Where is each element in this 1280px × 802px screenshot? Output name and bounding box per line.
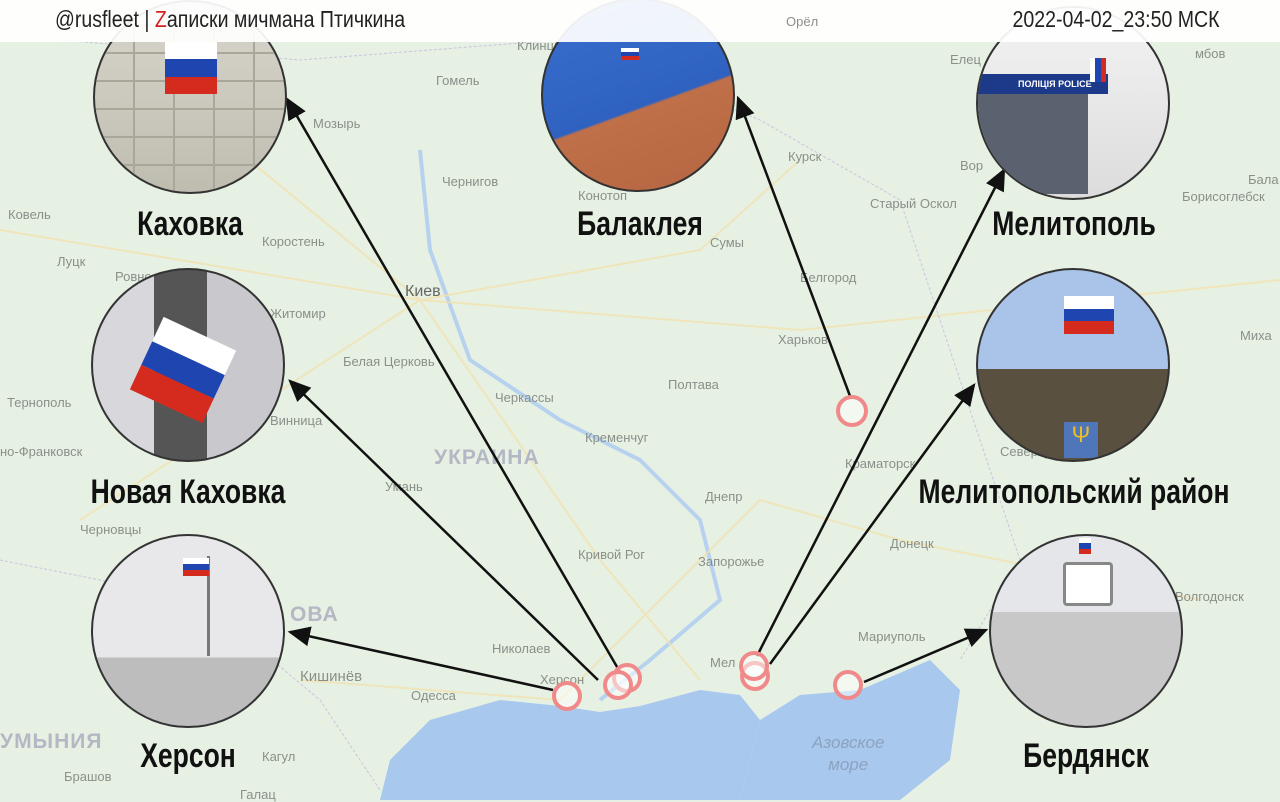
black-sea (380, 690, 760, 800)
country-label: УКРАИНА (434, 446, 540, 469)
city-label: Старый Оскол (870, 196, 957, 211)
city-label: мбов (1195, 46, 1226, 61)
russian-flag-icon (1079, 538, 1091, 554)
arrow-berdyansk (863, 628, 989, 684)
city-label: Борисоглебск (1182, 189, 1265, 204)
location-marker (739, 651, 769, 681)
channel-title: @rusfleet | Zаписки мичмана Птичкина (55, 6, 405, 33)
location-marker (603, 670, 633, 700)
city-label: Днепр (705, 489, 743, 504)
city-label: Кременчуг (585, 430, 649, 445)
photo-kherson[interactable] (91, 534, 285, 728)
city-label: Кишинёв (300, 668, 363, 685)
city-label: Николаев (492, 641, 551, 656)
country-label: ОВА (290, 603, 339, 626)
city-label: Тернополь (7, 395, 72, 410)
city-label: Курск (788, 149, 822, 164)
russian-flag-icon (621, 48, 639, 60)
city-label: Коростень (262, 234, 325, 249)
title-rest: аписки мичмана Птичкина (166, 6, 406, 32)
clock-icon (1063, 562, 1113, 606)
photo-melitopol-district[interactable]: Ψ (976, 268, 1170, 462)
location-marker (836, 395, 868, 427)
photo-berdyansk[interactable] (989, 534, 1183, 728)
sea-label-line: море (828, 755, 869, 774)
caption-balakleya: Балаклея (577, 205, 703, 243)
city-label: Ковель (8, 207, 51, 222)
separator: | (144, 6, 150, 32)
location-marker (552, 681, 582, 711)
city-label: Мел (710, 655, 736, 670)
arrow-melitopol-district (768, 382, 976, 665)
city-label: Мозырь (313, 116, 361, 131)
dnieper-river (418, 149, 723, 702)
city-label: Запорожье (698, 554, 765, 569)
caption-berdyansk: Бердянск (1023, 737, 1149, 775)
city-label: Елец (950, 52, 981, 67)
city-label: Черкассы (495, 390, 554, 405)
city-label: но-Франковск (0, 444, 83, 459)
city-label: Чернигов (442, 174, 499, 189)
caption-kherson: Херсон (140, 737, 236, 775)
city-label: Бала (1248, 172, 1279, 187)
russian-flag-icon (1064, 296, 1114, 335)
city-label: Конотоп (578, 188, 628, 203)
city-label: Харьков (778, 332, 828, 347)
city-label: Брашов (64, 769, 112, 784)
arrow-novaya-kakhovka (288, 379, 599, 681)
caption-novaya-kakhovka: Новая Каховка (90, 473, 286, 511)
timestamp: 2022-04-02_23:50 МСК (1012, 6, 1220, 32)
trident-icon: Ψ (1064, 422, 1098, 458)
caption-kakhovka: Каховка (137, 205, 243, 243)
city-label: Донецк (890, 536, 934, 551)
sea-label-line: Азовское (812, 733, 885, 752)
police-sign: ПОЛІЦІЯ POLICE (978, 74, 1108, 94)
arrow-kakhovka (285, 96, 622, 673)
city-label: Гомель (436, 73, 480, 88)
title-z: Z (154, 6, 167, 32)
city-label: Одесса (411, 688, 456, 703)
arrow-melitopol (755, 167, 1006, 657)
city-label: Черновцы (80, 522, 142, 537)
city-label: Сумы (710, 235, 745, 250)
city-label: Орёл (786, 14, 819, 29)
city-label: Полтава (668, 377, 719, 392)
city-label: Белгород (800, 270, 857, 285)
city-label: Краматорск (845, 456, 916, 471)
azov-sea (740, 660, 960, 800)
arrow-kherson (287, 626, 554, 692)
arrow-balakleya (735, 95, 852, 397)
country-label: УМЫНИЯ (0, 730, 103, 753)
city-label: Кагул (262, 749, 296, 764)
location-marker (833, 670, 863, 700)
header-bar: @rusfleet | Zаписки мичмана Птичкина 202… (0, 0, 1280, 42)
channel-handle: @rusfleet (55, 6, 139, 32)
photo-novaya-kakhovka[interactable] (91, 268, 285, 462)
city-label: Луцк (57, 254, 86, 269)
city-label: Киев (405, 283, 441, 300)
city-label: Миха (1240, 328, 1272, 343)
city-label: Вор (960, 158, 984, 173)
city-label: Волгодонск (1175, 589, 1244, 604)
russian-flag-icon (129, 316, 237, 424)
city-label: Винница (270, 413, 323, 428)
russian-flag-icon (165, 42, 217, 94)
city-label: Кривой Рог (578, 547, 645, 562)
city-label: Белая Церковь (343, 354, 435, 369)
russian-flag-icon (1090, 58, 1106, 82)
city-label: Житомир (270, 306, 326, 321)
russian-flag-icon (183, 558, 209, 576)
caption-melitopol-district: Мелитопольский район (918, 473, 1230, 511)
sea-label: Азовское море (812, 732, 884, 776)
caption-melitopol: Мелитополь (992, 205, 1156, 243)
city-label: Мариуполь (858, 629, 926, 644)
city-label: Галац (240, 787, 276, 802)
